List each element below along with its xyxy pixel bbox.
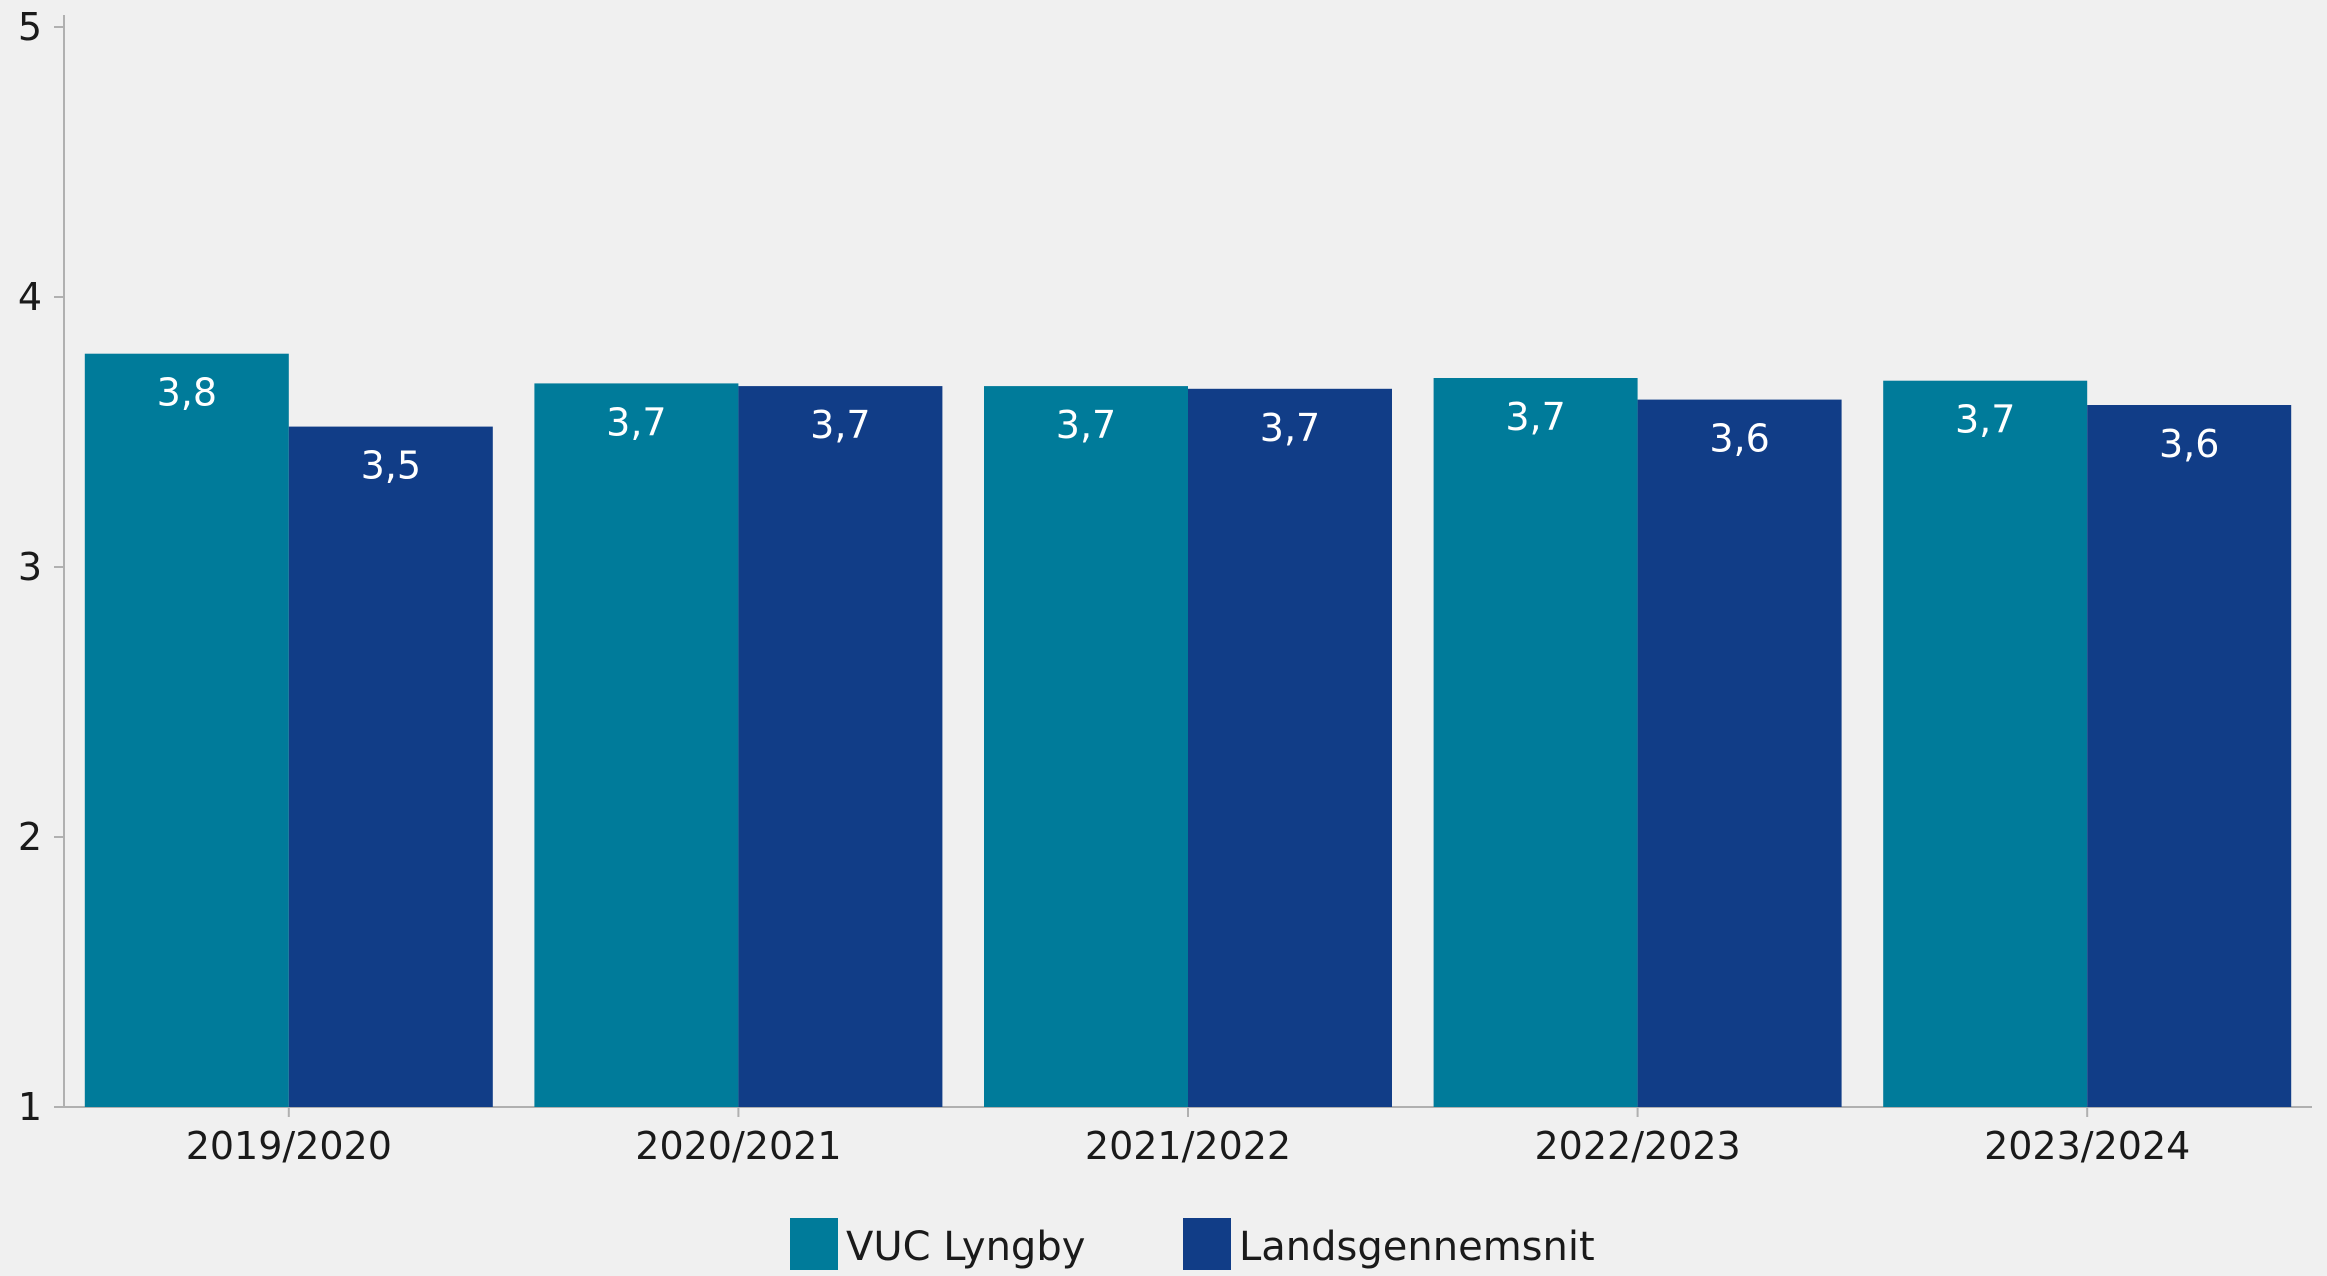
y-tick-label: 2 [18,815,42,859]
x-tick-label: 2023/2024 [1984,1124,2190,1168]
bar-value-label: 3,7 [1505,395,1565,439]
x-axis: 2019/2020 2020/2021 2021/2022 2022/2023 2023… [64,1106,2312,1168]
bar-value-label: 3,7 [810,403,870,447]
x-tick-label: 2021/2022 [1085,1124,1291,1168]
bar-value-label: 3,7 [1056,403,1116,447]
legend-swatch [1183,1218,1231,1270]
bar-value-label: 3,7 [606,400,666,444]
bar-value-label: 3,8 [157,371,217,415]
legend-label: VUC Lyngby [846,1224,1085,1270]
bar-value-label: 3,7 [1260,406,1320,450]
y-tick-label: 5 [18,5,42,49]
bar-value-label: 3,6 [2159,422,2219,466]
bar [534,383,739,1107]
x-tick-label: 2022/2023 [1534,1124,1740,1168]
bar-value-label: 3,7 [1955,398,2015,442]
bar-labels: 3,8 3,5 3,7 3,7 3,7 3,7 3,7 3,6 3,7 3,6 [157,371,2220,488]
legend-label: Landsgennemsnit [1239,1224,1595,1270]
y-tick-label: 1 [18,1085,42,1129]
y-tick-label: 4 [18,275,42,319]
bar [1188,388,1392,1107]
bar-value-label: 3,5 [361,444,421,488]
x-tick-label: 2020/2021 [635,1124,841,1168]
x-tick-label: 2019/2020 [186,1124,392,1168]
legend: VUC Lyngby Landsgennemsnit [790,1218,1595,1270]
bar [1883,380,2088,1107]
y-tick-label: 3 [18,545,42,589]
legend-swatch [790,1218,838,1270]
bar [288,426,493,1108]
bar [984,386,1188,1108]
bar [2087,405,2292,1107]
bar [738,386,943,1108]
bar [1433,378,1638,1107]
bars [84,353,2292,1108]
y-axis: 1 2 3 4 5 [18,5,65,1129]
bar-value-label: 3,6 [1709,417,1769,461]
bar [1637,399,1842,1108]
bar [84,353,289,1107]
